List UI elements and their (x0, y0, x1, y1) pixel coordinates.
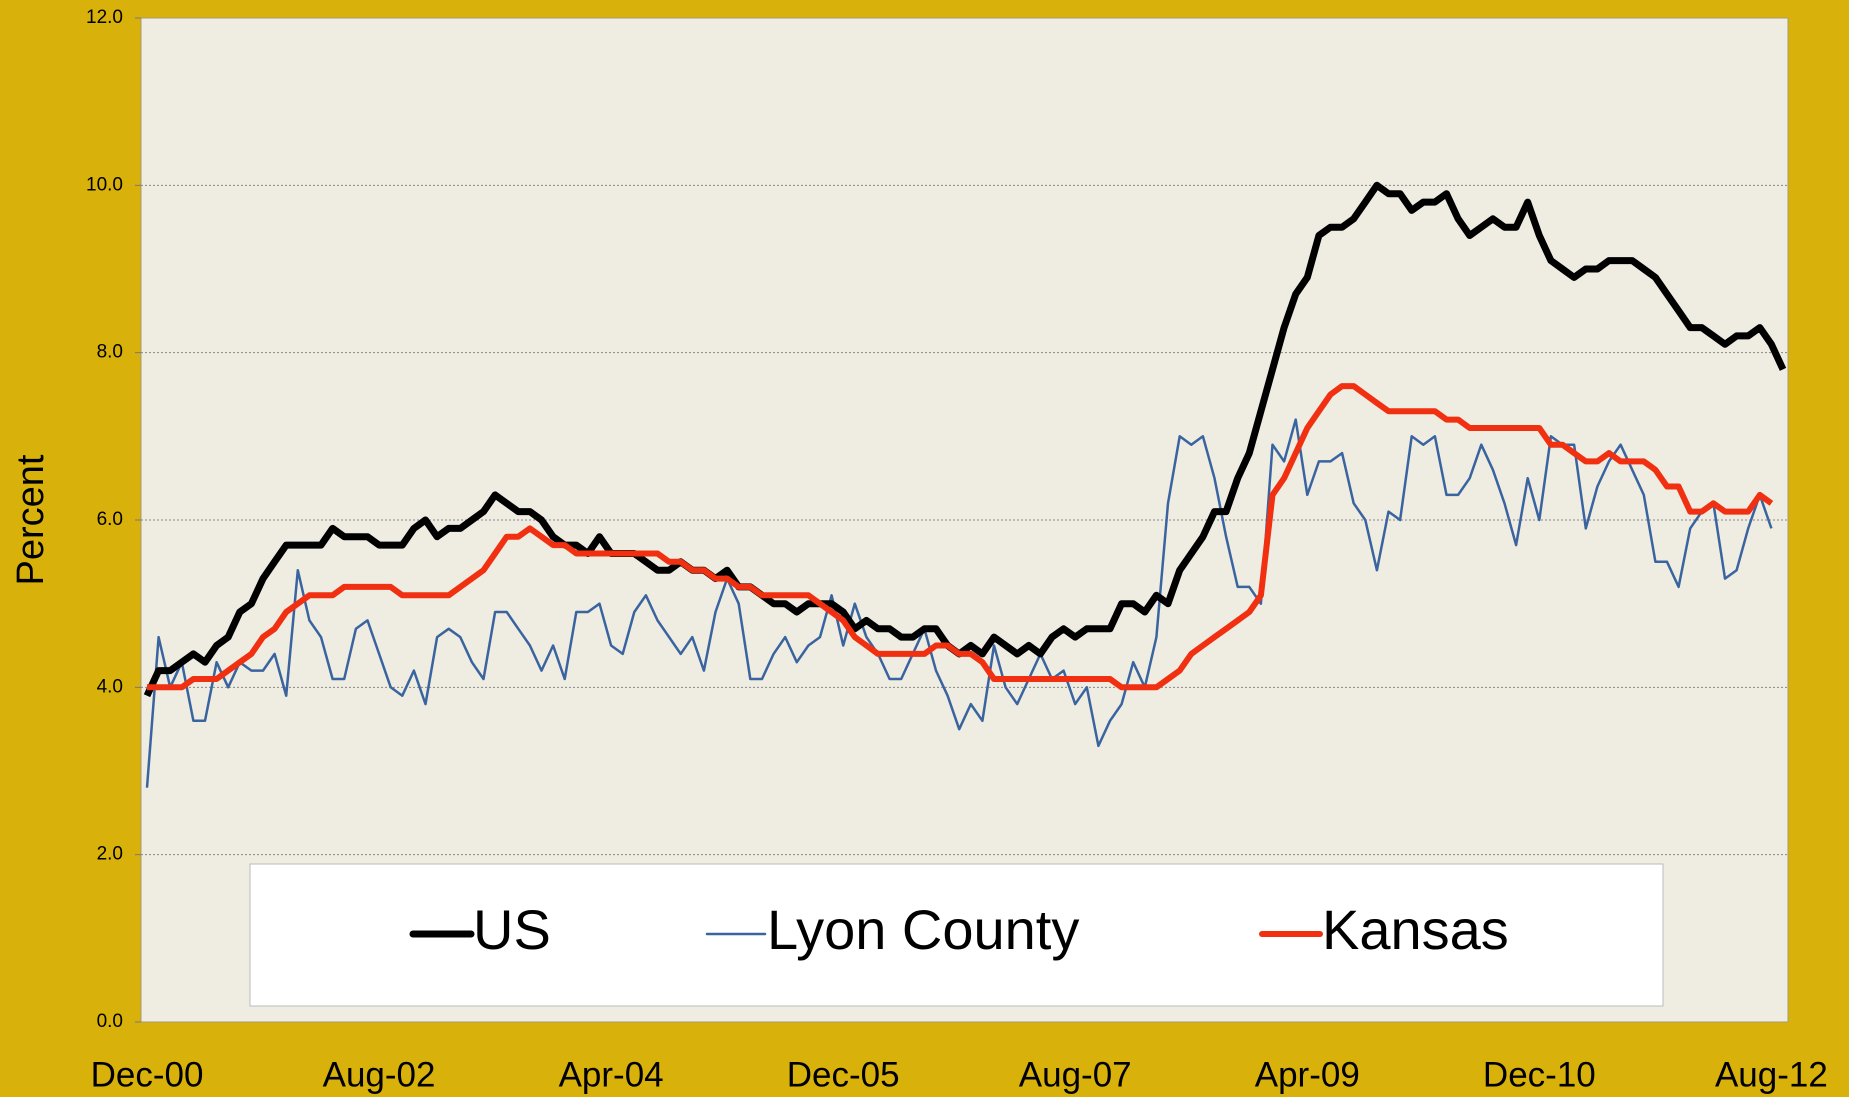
y-tick-label: 6.0 (97, 509, 123, 530)
x-tick-label: Aug-12 (1715, 1055, 1828, 1094)
y-tick-label: 2.0 (97, 844, 123, 865)
x-tick-label: Dec-00 (91, 1055, 204, 1094)
series-line (143, 181, 1787, 698)
legend-label: Lyon County (767, 898, 1079, 961)
legend-box (249, 863, 1664, 1007)
x-tick-label: Dec-05 (787, 1055, 900, 1094)
x-tick-label: Apr-09 (1255, 1055, 1360, 1094)
y-tick-label: 12.0 (86, 7, 123, 28)
x-tick-label: Dec-10 (1483, 1055, 1596, 1094)
series-line (147, 383, 1774, 691)
x-tick-label: Aug-07 (1019, 1055, 1132, 1094)
legend-label: US (473, 898, 551, 961)
x-tick-label: Aug-02 (323, 1055, 436, 1094)
y-axis-label: Percent (10, 454, 52, 585)
legend-label: Kansas (1322, 898, 1509, 961)
x-tick-label: Apr-04 (559, 1055, 664, 1094)
y-tick-label: 8.0 (97, 342, 123, 363)
series-line (145, 418, 1773, 788)
y-tick-label: 4.0 (97, 676, 123, 697)
y-tick-label: 0.0 (97, 1011, 123, 1032)
y-tick-label: 10.0 (86, 174, 123, 195)
